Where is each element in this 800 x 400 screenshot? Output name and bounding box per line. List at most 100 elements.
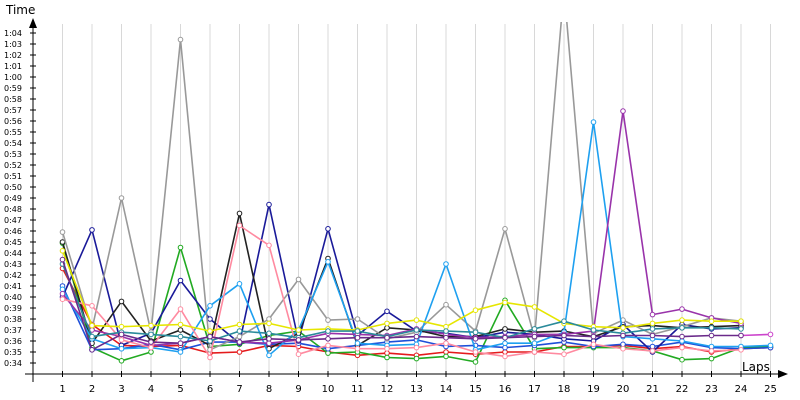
x-tick-label: 25 xyxy=(764,384,777,395)
data-point xyxy=(531,304,538,310)
data-point xyxy=(649,348,656,354)
data-point xyxy=(118,298,125,305)
data-point xyxy=(177,340,184,347)
data-point xyxy=(708,325,715,331)
data-point xyxy=(118,323,125,330)
data-point xyxy=(531,349,538,355)
data-point xyxy=(89,347,95,353)
y-tick-label: 0:56 xyxy=(4,117,22,126)
y-tick-label: 1:01 xyxy=(4,62,22,71)
data-point xyxy=(561,344,567,351)
data-point xyxy=(531,326,538,332)
y-tick-label: 0:57 xyxy=(4,106,22,115)
data-point xyxy=(118,358,125,364)
data-point xyxy=(472,307,479,314)
data-point xyxy=(118,331,125,338)
x-tick-label: 2 xyxy=(89,384,95,395)
y-tick-label: 0:41 xyxy=(4,282,22,291)
data-point xyxy=(443,261,449,267)
data-point xyxy=(177,36,184,43)
data-point xyxy=(354,328,361,334)
data-point xyxy=(531,340,538,347)
data-point xyxy=(708,318,715,325)
data-point xyxy=(236,328,243,334)
data-point xyxy=(472,336,479,342)
data-point xyxy=(177,349,184,355)
y-tick-label: 0:59 xyxy=(4,84,22,93)
data-point xyxy=(384,334,390,341)
data-point xyxy=(738,347,744,353)
series-line-teal xyxy=(61,263,742,342)
x-tick-label: 18 xyxy=(558,384,571,395)
y-tick-label: 0:58 xyxy=(4,95,22,104)
x-tick-label: 5 xyxy=(177,384,183,395)
data-point xyxy=(207,316,213,322)
data-point xyxy=(354,316,361,322)
data-point xyxy=(207,328,213,334)
data-point xyxy=(443,328,449,334)
y-tick-label: 0:37 xyxy=(4,326,22,335)
data-point xyxy=(148,339,154,345)
data-point xyxy=(649,320,656,327)
y-tick-label: 0:45 xyxy=(4,238,22,247)
data-point xyxy=(561,351,567,358)
y-tick-label: 0:47 xyxy=(4,216,22,225)
data-point xyxy=(325,342,331,349)
y-tick-label: 0:51 xyxy=(4,172,22,181)
data-point xyxy=(502,353,508,360)
data-point xyxy=(561,318,567,325)
x-tick-label: 15 xyxy=(469,384,482,395)
data-point xyxy=(679,325,685,331)
data-point xyxy=(590,119,597,125)
data-point xyxy=(354,345,361,352)
data-point xyxy=(295,327,302,333)
data-point xyxy=(59,290,66,297)
y-axis-title: Time xyxy=(5,3,35,17)
data-point xyxy=(384,320,390,327)
y-tick-label: 0:48 xyxy=(4,205,22,214)
data-point xyxy=(236,321,243,328)
y-tick-label: 0:55 xyxy=(4,128,22,137)
data-point xyxy=(502,334,508,341)
data-point xyxy=(738,318,744,325)
data-point xyxy=(118,345,125,352)
data-point xyxy=(561,332,567,339)
data-point xyxy=(590,333,597,340)
y-tick-label: 0:46 xyxy=(4,227,22,236)
data-point xyxy=(236,210,243,217)
y-tick-label: 0:34 xyxy=(4,359,22,368)
data-point xyxy=(767,342,774,349)
series-darkpurple xyxy=(59,256,744,353)
x-tick-label: 8 xyxy=(266,384,272,395)
data-point xyxy=(502,340,508,347)
x-tick-label: 19 xyxy=(587,384,600,395)
y-tick-label: 0:38 xyxy=(4,315,22,324)
x-tick-label: 11 xyxy=(351,384,364,395)
x-tick-label: 4 xyxy=(148,384,154,395)
data-point xyxy=(207,303,213,309)
x-tick-label: 9 xyxy=(295,384,301,395)
data-point xyxy=(89,322,95,329)
x-tick-label: 23 xyxy=(705,384,718,395)
data-point xyxy=(266,352,272,359)
data-point xyxy=(266,336,272,342)
data-point xyxy=(207,333,213,340)
data-point xyxy=(679,333,685,340)
x-tick-label: 6 xyxy=(207,384,213,395)
y-tick-label: 1:04 xyxy=(4,29,22,38)
data-point xyxy=(89,333,95,340)
x-tick-label: 13 xyxy=(410,384,423,395)
data-point xyxy=(236,349,243,355)
data-point xyxy=(148,322,154,329)
y-tick-label: 0:35 xyxy=(4,348,22,357)
data-point xyxy=(295,276,302,283)
data-point xyxy=(118,337,125,343)
data-point xyxy=(148,331,154,338)
data-point xyxy=(620,332,626,339)
data-point xyxy=(472,329,479,336)
data-point xyxy=(502,326,508,332)
series-line-gray xyxy=(61,22,742,351)
data-point xyxy=(738,332,744,339)
x-tick-label: 20 xyxy=(617,384,630,395)
